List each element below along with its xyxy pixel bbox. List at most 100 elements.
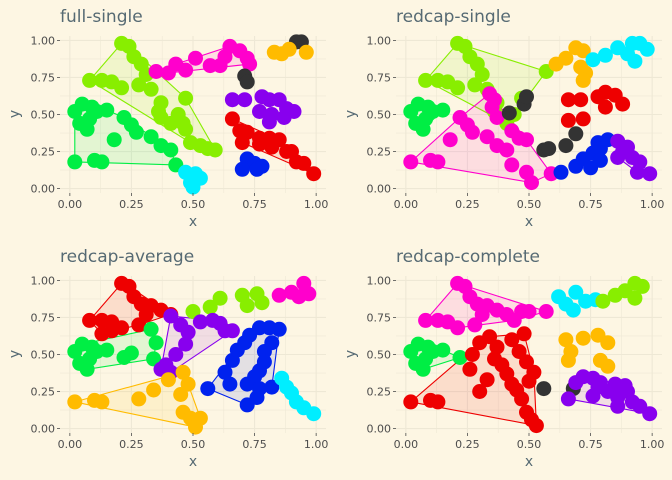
y-axis-label: y <box>343 350 359 358</box>
data-point <box>239 397 255 413</box>
data-point <box>467 317 483 333</box>
data-point <box>188 50 203 66</box>
data-point <box>519 354 534 370</box>
data-point <box>146 351 162 367</box>
data-point <box>435 102 451 118</box>
data-point <box>450 320 466 336</box>
data-point <box>558 138 574 154</box>
panel-redcap-average: redcap-average 0.00 0.25 0.50 0.75 1.000.000… <box>7 247 328 470</box>
x-axis-label: x <box>525 454 533 470</box>
y-tick-label: 0.25 <box>367 146 392 159</box>
data-point <box>79 121 95 137</box>
data-point <box>560 352 576 368</box>
data-point <box>237 92 253 108</box>
data-point <box>575 72 591 88</box>
data-point <box>168 347 184 362</box>
data-point <box>642 406 658 422</box>
data-point <box>558 50 574 66</box>
data-point <box>560 391 576 407</box>
data-point <box>528 418 544 434</box>
data-point <box>585 52 601 68</box>
data-point <box>634 278 650 294</box>
data-point <box>516 326 532 342</box>
data-point <box>472 384 488 399</box>
x-axis-label: x <box>189 454 197 470</box>
panel-title: redcap-complete <box>396 247 540 267</box>
y-tick-label: 0.00 <box>367 423 392 436</box>
data-point <box>239 376 255 392</box>
data-point <box>506 312 522 328</box>
data-point <box>114 80 130 96</box>
data-point <box>629 164 645 180</box>
data-point <box>242 56 258 72</box>
x-tick-label: 0.75 <box>578 438 603 451</box>
data-point <box>185 304 201 319</box>
data-point <box>479 129 495 145</box>
data-point <box>106 132 122 148</box>
data-point <box>501 105 517 121</box>
data-point <box>306 166 322 182</box>
data-point <box>264 379 280 395</box>
data-point <box>524 175 539 191</box>
data-point <box>254 295 270 311</box>
data-point <box>264 139 280 155</box>
data-point <box>94 154 110 170</box>
data-point <box>212 290 228 306</box>
x-tick-label: 1.00 <box>304 438 329 451</box>
data-point <box>597 99 613 115</box>
data-point <box>536 381 552 397</box>
data-point <box>482 86 498 102</box>
data-point <box>178 90 194 106</box>
data-point <box>173 387 189 402</box>
plot-area: 0.00 0.25 0.50 0.75 1.00 0.00 0.25 0.50 0.75 1.00 <box>31 34 329 211</box>
plot-area: 0.00 0.25 0.50 0.75 1.00 0.00 0.25 0.50 0.75 1.00 <box>367 34 665 211</box>
data-point <box>131 391 147 407</box>
data-point <box>148 335 164 351</box>
data-point <box>482 329 498 345</box>
data-point <box>565 302 581 318</box>
data-point <box>418 72 434 88</box>
data-point <box>560 112 576 128</box>
data-point <box>163 142 179 158</box>
data-point <box>234 135 250 151</box>
data-point <box>99 102 115 118</box>
data-point <box>541 141 557 157</box>
data-point <box>595 293 611 309</box>
data-point <box>474 67 490 82</box>
x-tick-label: 1.00 <box>304 198 329 211</box>
data-point <box>575 111 591 127</box>
data-point <box>67 394 83 410</box>
data-point <box>261 114 277 130</box>
x-tick-label: 1.00 <box>640 438 665 451</box>
y-tick-label: 0.00 <box>367 183 392 196</box>
data-point <box>600 335 616 351</box>
y-tick-label: 0.50 <box>31 109 56 122</box>
data-point <box>615 96 631 112</box>
data-point <box>192 314 208 330</box>
data-point <box>538 304 554 319</box>
data-point <box>519 89 534 105</box>
data-point <box>403 394 419 410</box>
data-point <box>180 324 196 340</box>
data-point <box>573 92 589 108</box>
data-point <box>464 347 480 362</box>
x-tick-label: 0.50 <box>517 438 542 451</box>
data-point <box>180 376 196 392</box>
data-point <box>178 336 194 352</box>
data-point <box>435 342 451 358</box>
data-point <box>160 372 176 388</box>
data-point <box>131 77 147 93</box>
data-point <box>585 388 601 404</box>
y-tick-label: 0.75 <box>367 311 392 324</box>
y-axis-label: y <box>7 350 23 358</box>
data-point <box>178 121 194 137</box>
data-point <box>511 344 527 359</box>
data-point <box>553 164 569 180</box>
data-point <box>202 299 218 315</box>
data-point <box>583 160 599 176</box>
data-point <box>415 121 431 137</box>
plot-area: 0.00 0.25 0.50 0.75 1.00 0.00 0.25 0.50 0.75 1.00 <box>31 274 329 451</box>
panel-redcap-single: redcap-single 0.00 0.25 0.50 0.75 1.000.000.… <box>343 7 664 230</box>
data-point <box>600 358 616 374</box>
